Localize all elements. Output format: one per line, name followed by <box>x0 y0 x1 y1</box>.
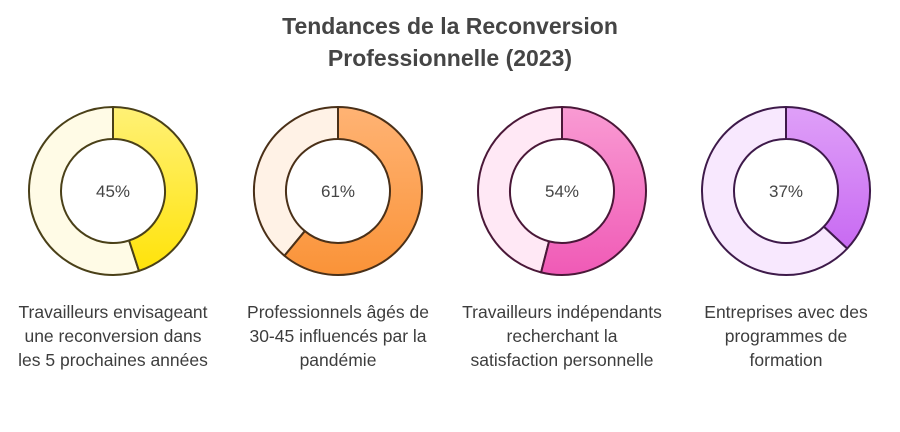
donut-label-2: Professionnels âgés de 30-45 influencés … <box>247 302 429 370</box>
donut-value-segment <box>540 106 647 276</box>
donut-remainder-segment <box>477 106 563 274</box>
donut-value-segment <box>283 106 423 276</box>
donut-value-segment <box>112 106 198 272</box>
donut-chart-3: 54% <box>477 106 647 276</box>
chart-title-line-1: Tendances de la Reconversion <box>282 13 618 39</box>
donut-remainder-segment <box>28 106 140 276</box>
donut-chart-2: 61% <box>253 106 423 276</box>
donut-label-3: Travailleurs indépendants recherchant la… <box>462 302 662 370</box>
donut-percentage: 45% <box>96 182 130 201</box>
donut-value-segment <box>785 106 871 250</box>
donut-label-1: Travailleurs envisageant une reconversio… <box>18 302 208 370</box>
chart-title-line-2: Professionnelle (2023) <box>327 45 573 71</box>
donut-remainder-segment <box>701 106 849 276</box>
donut-label-4: Entreprises avec des programmes de forma… <box>704 302 868 370</box>
donut-percentage: 61% <box>321 182 355 201</box>
donut-percentage: 37% <box>769 182 803 201</box>
donut-percentage: 54% <box>545 182 579 201</box>
donut-remainder-segment <box>253 106 339 257</box>
donut-chart-4: 37% <box>701 106 871 276</box>
donut-chart-1: 45% <box>28 106 198 276</box>
chart-title: Tendances de la Reconversion Professionn… <box>0 10 900 74</box>
